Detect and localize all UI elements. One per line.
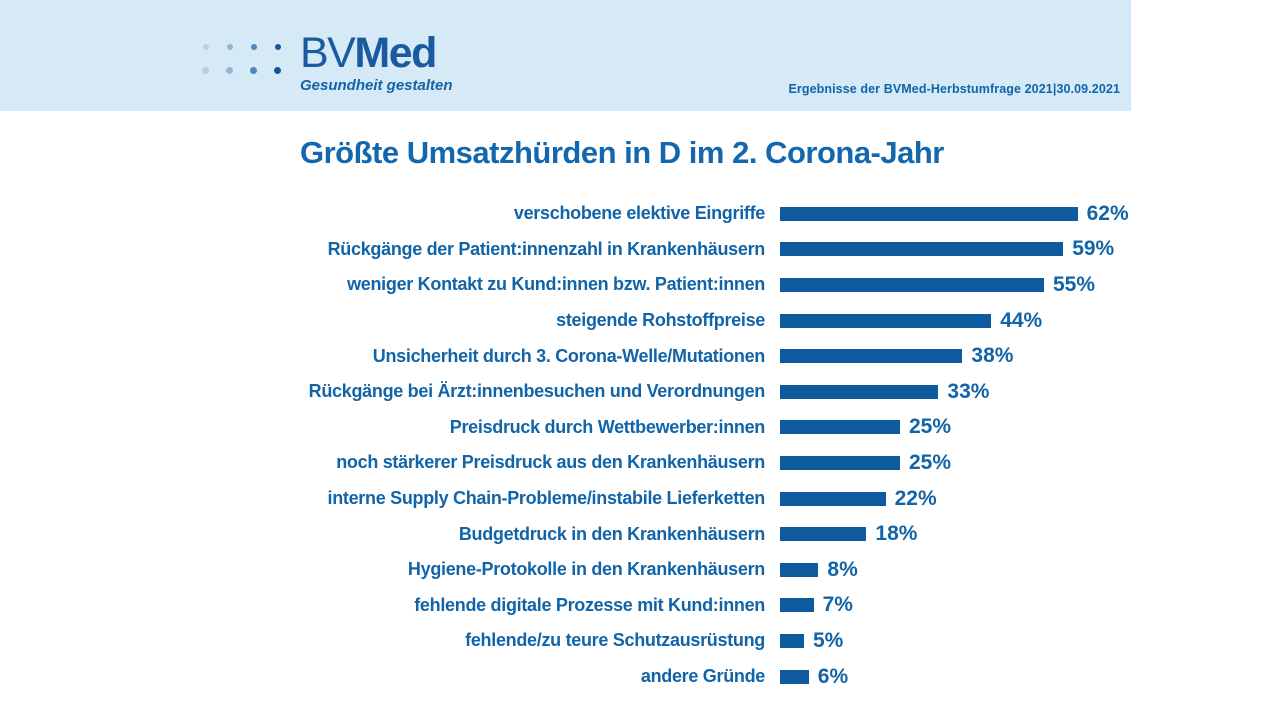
bar-label: Hygiene-Protokolle in den Krankenhäusern	[407, 559, 765, 580]
chart-row: verschobene elektive Eingriffe 62%	[0, 196, 1280, 232]
bvmed-logo: BVMed Gesundheit gestalten	[202, 32, 453, 95]
logo-dots-icon	[202, 43, 281, 74]
bar-value: 18%	[875, 522, 918, 546]
chart-row: Preisdruck durch Wettbewerber:innen 25%	[0, 410, 1280, 446]
bar	[780, 455, 900, 470]
bar-label: Rückgänge bei Ärzt:innenbesuchen und Ver…	[308, 381, 766, 402]
chart-row: noch stärkerer Preisdruck aus den Kranke…	[0, 445, 1280, 481]
bar	[780, 384, 939, 399]
chart-row: Unsicherheit durch 3. Corona-Welle/Mutat…	[0, 338, 1280, 374]
bar-value: 62%	[1086, 201, 1129, 225]
bar	[780, 562, 819, 577]
bar-value: 59%	[1072, 237, 1115, 261]
bar-label: noch stärkerer Preisdruck aus den Kranke…	[336, 452, 765, 473]
bar	[780, 527, 867, 542]
bar-chart: verschobene elektive Eingriffe 62% Rückgän…	[0, 196, 1280, 694]
bar	[780, 669, 809, 684]
bar-value: 44%	[1000, 308, 1043, 332]
bar-label: interne Supply Chain-Probleme/instabile …	[327, 488, 766, 509]
bar-label: fehlende/zu teure Schutzausrüstung	[465, 630, 765, 651]
bar-value: 33%	[947, 379, 990, 403]
bar	[780, 491, 886, 506]
chart-row: Budgetdruck in den Krankenhäusern 18%	[0, 516, 1280, 552]
logo-dot-icon	[226, 43, 233, 50]
survey-source-note: Ergebnisse der BVMed-Herbstumfrage 2021|…	[788, 82, 1120, 96]
logotype-wrap: BVMed Gesundheit gestalten	[300, 32, 453, 95]
bar-label: weniger Kontakt zu Kund:innen bzw. Patie…	[347, 274, 765, 295]
chart-row: fehlende digitale Prozesse mit Kund:inne…	[0, 588, 1280, 624]
bar	[780, 206, 1078, 221]
bar-value: 25%	[909, 415, 952, 439]
bar-value: 22%	[894, 486, 937, 510]
bar-label: Rückgänge der Patient:innenzahl in Krank…	[327, 238, 766, 259]
chart-row: andere Gründe 6%	[0, 659, 1280, 695]
chart-row: interne Supply Chain-Probleme/instabile …	[0, 481, 1280, 517]
bar	[780, 349, 963, 364]
bar-label: verschobene elektive Eingriffe	[513, 203, 765, 224]
chart-row: fehlende/zu teure Schutzausrüstung 5%	[0, 623, 1280, 659]
chart-row: steigende Rohstoffpreise 44%	[0, 303, 1280, 339]
bar-value: 38%	[971, 344, 1014, 368]
logotype-med: Med	[354, 29, 437, 77]
bar	[780, 420, 900, 435]
bar-label: Preisdruck durch Wettbewerber:innen	[449, 416, 766, 437]
chart-rows: verschobene elektive Eingriffe 62% Rückgän…	[0, 196, 1280, 694]
chart-row: Hygiene-Protokolle in den Krankenhäusern…	[0, 552, 1280, 588]
bar	[780, 313, 992, 328]
bar-value: 55%	[1053, 272, 1096, 296]
bar	[780, 277, 1044, 292]
logo-dot-icon	[250, 67, 257, 74]
logo-dot-icon	[226, 67, 233, 74]
logo-dot-icon	[274, 67, 281, 74]
page-title: Größte Umsatzhürden in D im 2. Corona-Ja…	[300, 135, 944, 170]
bar	[780, 598, 814, 613]
bar-label: fehlende digitale Prozesse mit Kund:inne…	[414, 594, 765, 615]
bar	[780, 242, 1064, 257]
logo-dot-icon	[250, 43, 257, 50]
chart-row: weniger Kontakt zu Kund:innen bzw. Patie…	[0, 267, 1280, 303]
bar-value: 7%	[822, 593, 853, 617]
chart-row: Rückgänge bei Ärzt:innenbesuchen und Ver…	[0, 374, 1280, 410]
bar-label: andere Gründe	[640, 666, 765, 687]
logo-dot-icon	[202, 67, 209, 74]
chart-row: Rückgänge der Patient:innenzahl in Krank…	[0, 232, 1280, 268]
logotype-bv: BV	[300, 29, 356, 77]
bar-value: 6%	[817, 664, 849, 688]
bar-label: Unsicherheit durch 3. Corona-Welle/Mutat…	[372, 345, 766, 366]
logo-dot-icon	[274, 43, 281, 50]
logo-dot-icon	[202, 43, 209, 50]
bar-value: 25%	[909, 450, 952, 474]
bar	[780, 633, 804, 648]
bar-label: Budgetdruck in den Krankenhäusern	[458, 523, 765, 544]
bar-label: steigende Rohstoffpreise	[556, 310, 765, 331]
bar-value: 8%	[827, 557, 858, 581]
logo-tagline: Gesundheit gestalten	[300, 77, 453, 94]
bar-value: 5%	[813, 628, 844, 652]
header-band: BVMed Gesundheit gestalten Ergebnisse de…	[0, 0, 1131, 111]
logotype: BVMed	[300, 32, 453, 75]
